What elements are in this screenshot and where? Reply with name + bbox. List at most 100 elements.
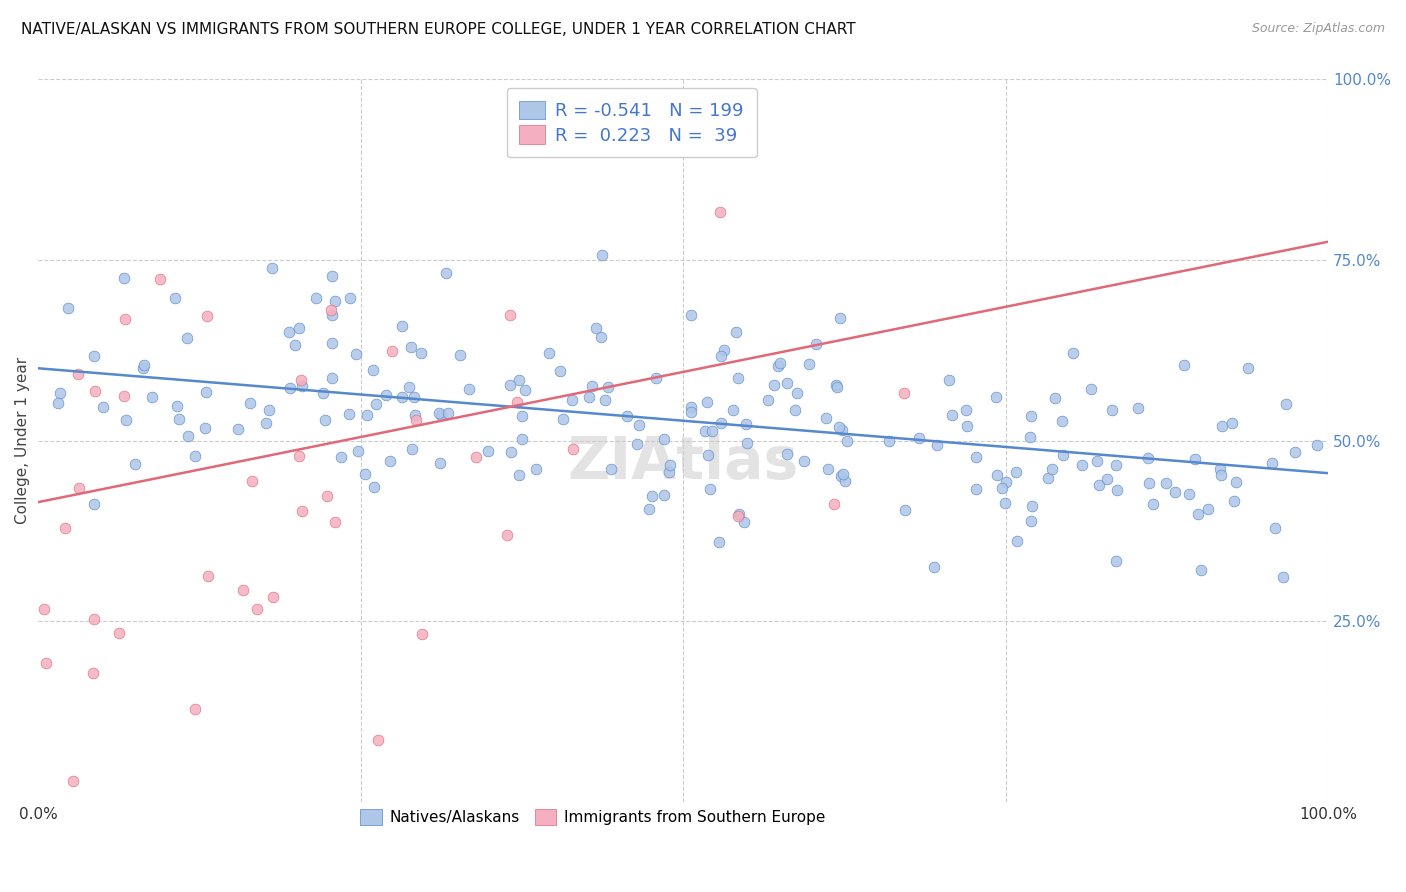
Point [184,702,207,716]
Point [321,371,343,385]
Point [67,481,90,495]
Point [524,462,547,476]
Text: NATIVE/ALASKAN VS IMMIGRANTS FROM SOUTHERN EUROPE COLLEGE, UNDER 1 YEAR CORRELAT: NATIVE/ALASKAN VS IMMIGRANTS FROM SOUTHE… [21,22,856,37]
Point [363,480,385,494]
Point [598,380,620,394]
Point [702,424,724,438]
Point [837,434,859,449]
Point [994,496,1017,510]
Point [737,435,759,450]
Point [305,291,328,305]
Point [437,406,460,420]
Point [562,442,585,456]
Point [965,482,987,496]
Point [195,309,218,323]
Point [401,442,423,456]
Point [1197,502,1219,516]
Point [941,408,963,422]
Point [1137,476,1160,491]
Point [194,421,217,435]
Point [776,376,799,390]
Point [641,489,664,503]
Point [728,507,751,521]
Point [709,204,731,219]
Point [401,340,423,354]
Point [107,626,129,640]
Point [1005,533,1028,548]
Point [477,444,499,458]
Point [786,385,808,400]
Point [321,268,343,283]
Point [513,383,536,397]
Point [1126,401,1149,415]
Point [1222,417,1244,431]
Point [727,509,749,524]
Point [141,390,163,404]
Point [364,397,387,411]
Point [312,385,335,400]
Point [1274,397,1296,411]
Point [578,390,600,404]
Point [346,444,368,458]
Point [696,448,718,462]
Point [1211,418,1233,433]
Point [894,503,917,517]
Point [112,389,135,403]
Point [699,482,721,496]
Point [321,308,343,322]
Point [637,501,659,516]
Point [797,357,820,371]
Point [363,362,385,376]
Point [735,417,758,431]
Legend: Natives/Alaskans, Immigrants from Southern Europe: Natives/Alaskans, Immigrants from Southe… [352,800,835,834]
Point [49,386,72,401]
Point [499,445,522,459]
Y-axis label: College, Under 1 year: College, Under 1 year [15,357,30,524]
Point [1019,429,1042,443]
Point [1052,448,1074,462]
Point [339,291,361,305]
Point [907,431,929,445]
Point [955,402,977,417]
Point [1264,521,1286,535]
Point [733,515,755,529]
Point [83,612,105,626]
Point [291,379,314,393]
Point [776,447,799,461]
Point [495,527,517,541]
Point [1164,485,1187,500]
Text: Source: ZipAtlas.com: Source: ZipAtlas.com [1251,22,1385,36]
Point [1071,458,1094,473]
Point [626,436,648,450]
Point [725,325,748,339]
Point [1019,514,1042,528]
Point [356,409,378,423]
Point [1005,465,1028,479]
Point [817,461,839,475]
Point [508,468,530,483]
Point [56,301,79,316]
Point [391,319,413,334]
Point [284,338,307,352]
Point [652,488,675,502]
Point [538,345,561,359]
Point [499,308,522,322]
Point [1261,456,1284,470]
Point [1050,414,1073,428]
Point [831,423,853,437]
Point [411,627,433,641]
Point [166,399,188,413]
Point [240,474,263,488]
Point [344,346,367,360]
Point [1187,507,1209,521]
Point [405,413,427,427]
Point [893,386,915,401]
Point [132,361,155,376]
Point [1040,462,1063,476]
Point [1142,497,1164,511]
Point [830,468,852,483]
Point [262,260,284,275]
Point [197,568,219,582]
Point [628,417,651,432]
Point [1184,452,1206,467]
